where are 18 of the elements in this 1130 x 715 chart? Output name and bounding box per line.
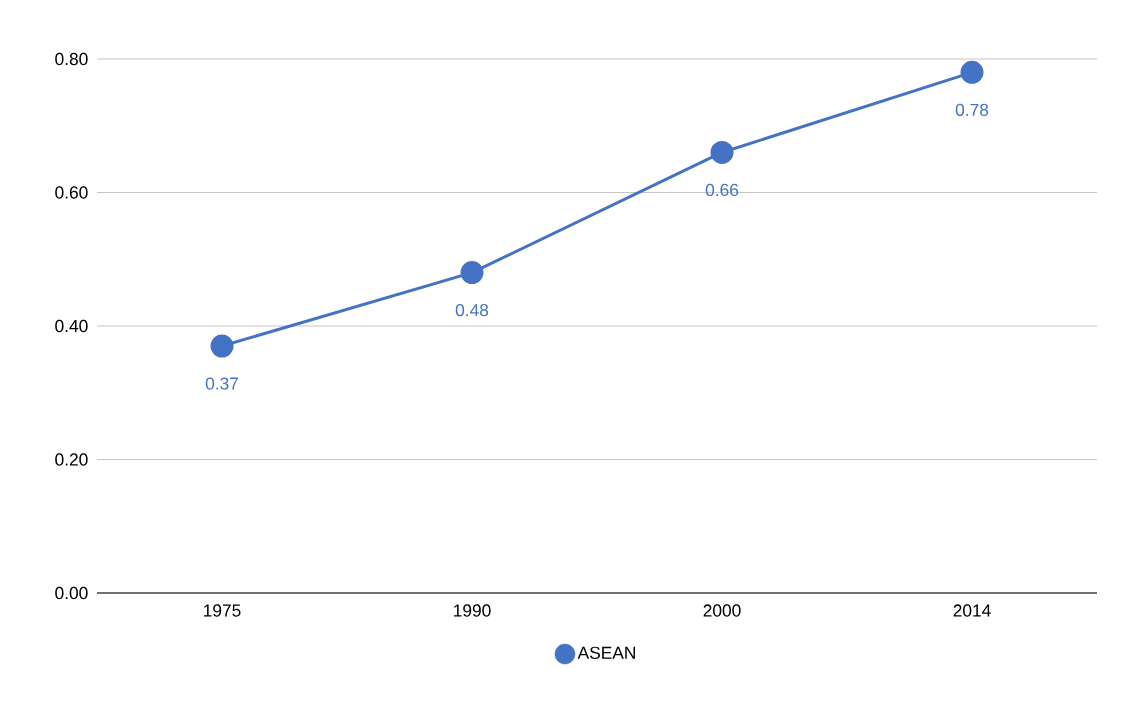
y-tick-label: 0.60 [55,186,88,199]
y-tick-label: 0.20 [55,453,88,466]
point [460,261,484,285]
point [710,140,734,164]
x-tick-label: 1990 [454,604,491,617]
x-tick-label: 2014 [953,604,991,617]
data-label: 0.37 [205,377,238,390]
y-tick-label: 0.80 [55,52,88,66]
point [960,60,984,84]
x-tick-label: 2000 [703,604,741,617]
data-label: 0.48 [455,303,489,317]
data-label: 0.66 [705,183,739,197]
legend-label: ASEAN [577,646,635,659]
y-tick-label: 0.00 [55,586,88,600]
point [210,334,234,358]
x-tick-label: 1975 [204,604,241,617]
y-tick-label: 0.40 [55,319,88,333]
data-label: 0.78 [955,103,989,117]
